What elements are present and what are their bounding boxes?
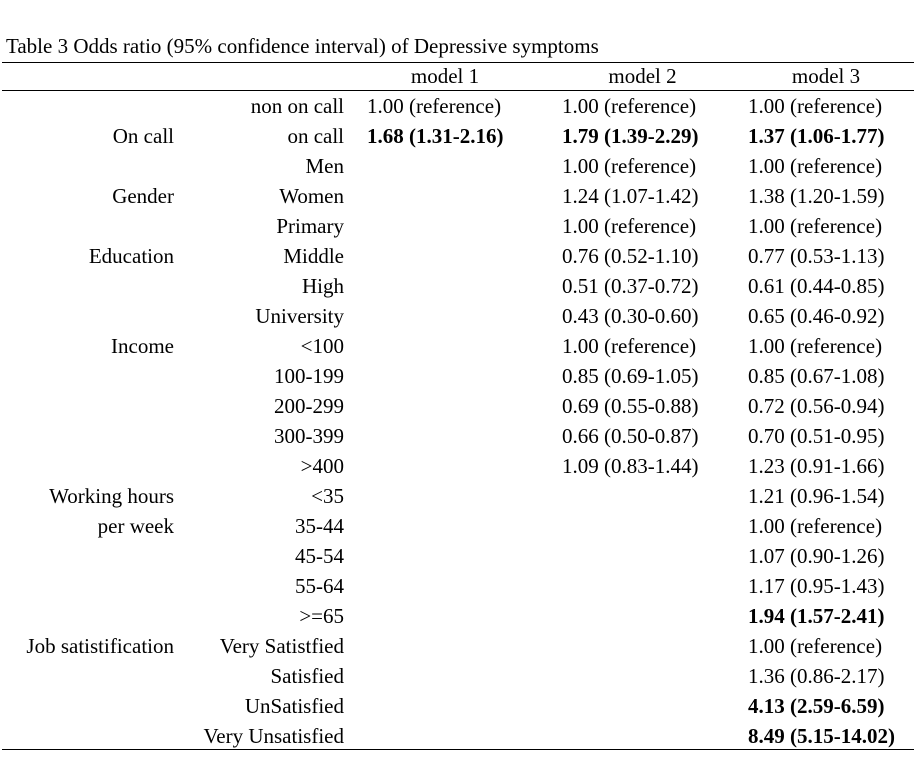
header-model-2: model 2 bbox=[608, 64, 677, 88]
row-category-label: on call bbox=[287, 124, 344, 148]
row-group-label: Working hours bbox=[49, 484, 174, 508]
row-category-label: 200-299 bbox=[274, 394, 344, 418]
cell-model-3: 1.00 (reference) bbox=[748, 214, 883, 238]
cell-model-3: 1.00 (reference) bbox=[748, 94, 883, 118]
cell-model-3: 0.65 (0.46-0.92) bbox=[748, 304, 885, 328]
row-category-label: Very Satistfied bbox=[219, 634, 344, 658]
cell-model-2: 0.76 (0.52-1.10) bbox=[562, 244, 699, 268]
cell-model-2: 0.69 (0.55-0.88) bbox=[562, 394, 699, 418]
row-group-label: On call bbox=[112, 124, 174, 148]
cell-model-2: 0.85 (0.69-1.05) bbox=[562, 364, 699, 388]
cell-model-2: 1.09 (0.83-1.44) bbox=[562, 454, 699, 478]
row-category-label: University bbox=[255, 304, 344, 328]
row-category-label: Very Unsatisfied bbox=[203, 724, 344, 748]
bottom-rule bbox=[2, 749, 914, 750]
table-caption: Table 3 Odds ratio (95% confidence inter… bbox=[6, 34, 599, 58]
cell-model-2: 0.51 (0.37-0.72) bbox=[562, 274, 699, 298]
header-model-1: model 1 bbox=[410, 64, 480, 88]
cell-model-3: 0.85 (0.67-1.08) bbox=[748, 364, 885, 388]
row-category-label: 300-399 bbox=[274, 424, 344, 448]
row-category-label: Primary bbox=[276, 214, 344, 238]
cell-model-3: 1.36 (0.86-2.17) bbox=[748, 664, 885, 688]
row-category-label: Middle bbox=[283, 244, 344, 268]
row-category-label: 55-64 bbox=[295, 574, 344, 598]
row-category-label: 35-44 bbox=[295, 514, 344, 538]
cell-model-3: 0.70 (0.51-0.95) bbox=[748, 424, 885, 448]
cell-model-2: 1.24 (1.07-1.42) bbox=[562, 184, 699, 208]
cell-model-3: 1.37 (1.06-1.77) bbox=[748, 124, 885, 148]
cell-model-3: 0.72 (0.56-0.94) bbox=[748, 394, 885, 418]
row-category-label: non on call bbox=[250, 94, 344, 118]
cell-model-3: 1.00 (reference) bbox=[748, 154, 883, 178]
cell-model-2: 1.79 (1.39-2.29) bbox=[562, 124, 699, 148]
cell-model-3: 1.00 (reference) bbox=[748, 634, 883, 658]
cell-model-2: 1.00 (reference) bbox=[562, 334, 697, 358]
cell-model-2: 1.00 (reference) bbox=[562, 94, 697, 118]
row-category-label: <35 bbox=[311, 484, 344, 508]
row-category-label: UnSatisfied bbox=[244, 694, 344, 718]
cell-model-2: 1.00 (reference) bbox=[562, 154, 697, 178]
row-group-label: Gender bbox=[112, 184, 174, 208]
cell-model-3: 1.23 (0.91-1.66) bbox=[748, 454, 885, 478]
cell-model-3: 0.61 (0.44-0.85) bbox=[748, 274, 885, 298]
cell-model-3: 1.21 (0.96-1.54) bbox=[748, 484, 885, 508]
row-category-label: High bbox=[302, 274, 344, 298]
row-category-label: >=65 bbox=[299, 604, 344, 628]
cell-model-3: 0.77 (0.53-1.13) bbox=[748, 244, 885, 268]
cell-model-1: 1.68 (1.31-2.16) bbox=[367, 124, 504, 148]
cell-model-1: 1.00 (reference) bbox=[367, 94, 502, 118]
row-category-label: 45-54 bbox=[295, 544, 344, 568]
row-category-label: <100 bbox=[300, 334, 344, 358]
row-group-label: per week bbox=[97, 514, 174, 538]
cell-model-3: 4.13 (2.59-6.59) bbox=[748, 694, 885, 718]
header-rule bbox=[2, 90, 914, 91]
cell-model-3: 1.07 (0.90-1.26) bbox=[748, 544, 885, 568]
row-category-label: Men bbox=[305, 154, 345, 178]
cell-model-2: 0.66 (0.50-0.87) bbox=[562, 424, 699, 448]
cell-model-2: 1.00 (reference) bbox=[562, 214, 697, 238]
header-model-3: model 3 bbox=[791, 64, 861, 88]
row-category-label: Women bbox=[279, 184, 344, 208]
row-group-label: Income bbox=[111, 334, 174, 358]
cell-model-3: 1.38 (1.20-1.59) bbox=[748, 184, 885, 208]
row-category-label: 100-199 bbox=[274, 364, 344, 388]
row-category-label: >400 bbox=[300, 454, 344, 478]
row-group-label: Job satistification bbox=[26, 634, 174, 658]
cell-model-3: 1.94 (1.57-2.41) bbox=[748, 604, 885, 628]
row-group-label: Education bbox=[88, 244, 174, 268]
cell-model-3: 1.00 (reference) bbox=[748, 514, 883, 538]
cell-model-3: 1.00 (reference) bbox=[748, 334, 883, 358]
cell-model-3: 8.49 (5.15-14.02) bbox=[748, 724, 895, 748]
cell-model-3: 1.17 (0.95-1.43) bbox=[748, 574, 885, 598]
cell-model-2: 0.43 (0.30-0.60) bbox=[562, 304, 699, 328]
top-rule bbox=[2, 62, 914, 63]
row-category-label: Satisfied bbox=[270, 664, 345, 688]
